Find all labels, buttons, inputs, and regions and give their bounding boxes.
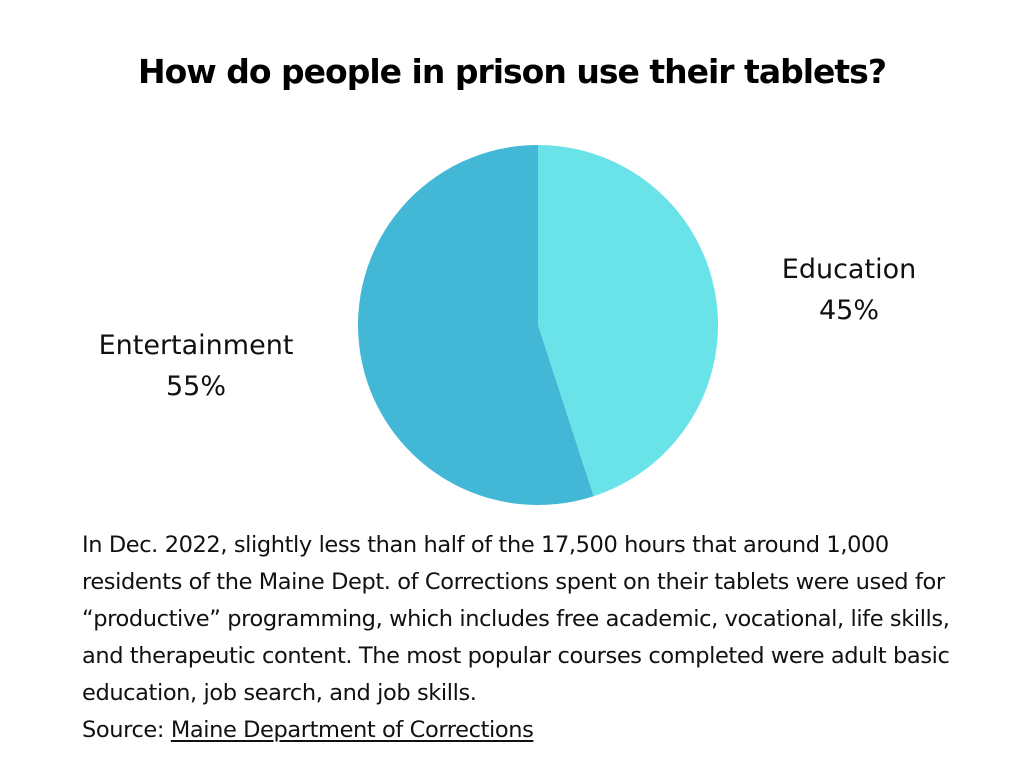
source-prefix: Source: (82, 717, 165, 743)
chart-title: How do people in prison use their tablet… (138, 52, 887, 91)
slice-label-education: Education (782, 254, 916, 285)
slice-name-education: Education (782, 254, 916, 285)
description-text: In Dec. 2022, slightly less than half of… (82, 532, 950, 706)
slice-value-education: 45% (819, 295, 879, 326)
slice-label-entertainment: Entertainment (99, 330, 294, 361)
source-link[interactable]: Maine Department of Corrections (170, 717, 534, 743)
pie-slice-entertainment (358, 145, 594, 505)
slice-name-entertainment: Entertainment (99, 330, 294, 361)
pie-slice-education (538, 145, 719, 497)
pie-slices (358, 145, 719, 505)
slice-value-entertainment: 55% (166, 371, 226, 402)
source-line: Source: Maine Department of Corrections (82, 712, 534, 749)
